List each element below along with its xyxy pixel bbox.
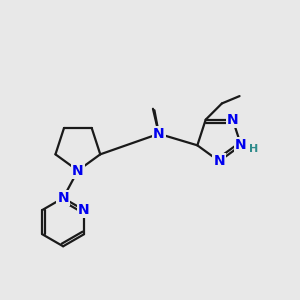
Text: N: N	[57, 191, 69, 205]
Text: N: N	[213, 154, 225, 168]
Text: N: N	[227, 112, 239, 127]
Text: N: N	[72, 164, 84, 178]
Text: N: N	[153, 127, 165, 141]
Text: N: N	[78, 203, 90, 217]
Text: H: H	[249, 144, 258, 154]
Text: methyl: methyl	[151, 105, 155, 106]
Text: N: N	[235, 138, 247, 152]
